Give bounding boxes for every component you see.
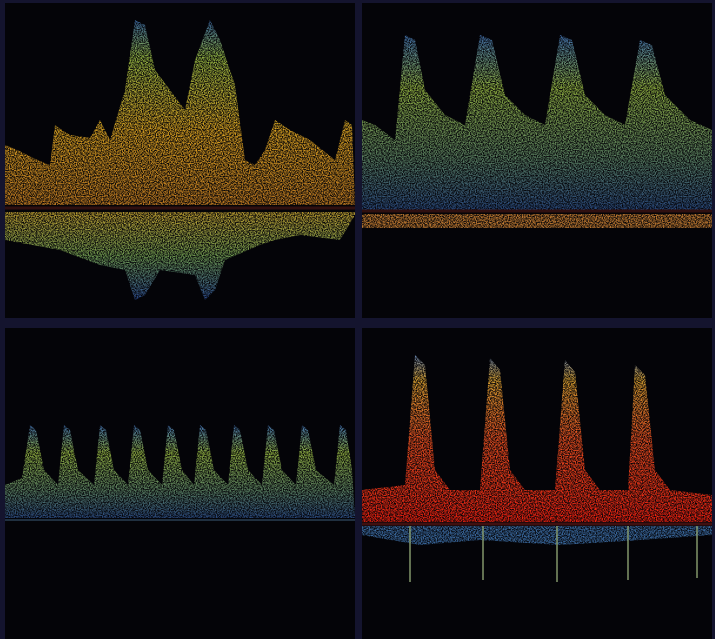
- doppler-image: [0, 0, 715, 639]
